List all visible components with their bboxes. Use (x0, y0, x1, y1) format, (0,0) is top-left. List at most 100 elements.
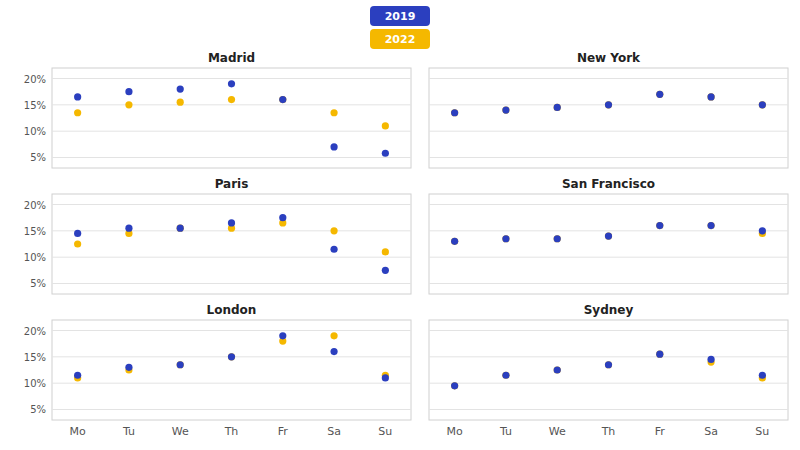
dot (656, 91, 663, 98)
dot (228, 96, 235, 103)
marks (74, 80, 389, 157)
panel-title: New York (577, 51, 641, 65)
grid-line (52, 204, 411, 205)
dot (279, 214, 286, 221)
x-tick-label: Fr (278, 425, 289, 438)
dot (74, 240, 81, 247)
chart: Madrid5%10%15%20%New YorkParis5%10%15%20… (0, 0, 800, 450)
marks (74, 214, 389, 274)
dot (125, 364, 132, 371)
grid-line (429, 283, 788, 284)
marks (451, 222, 766, 245)
grid-line (429, 257, 788, 258)
dot (74, 230, 81, 237)
y-tick-label: 10% (24, 378, 46, 389)
y-tick-label: 20% (24, 326, 46, 337)
dot (330, 227, 337, 234)
dot (502, 372, 509, 379)
dot (502, 107, 509, 114)
grid-line (52, 283, 411, 284)
dot (605, 361, 612, 368)
dot (228, 353, 235, 360)
dot (656, 351, 663, 358)
dot (382, 374, 389, 381)
dot (656, 222, 663, 229)
dot (330, 246, 337, 253)
dot (125, 88, 132, 95)
legend-swatch (370, 29, 430, 49)
marks (451, 351, 766, 390)
y-tick-label: 15% (24, 226, 46, 237)
dot (177, 361, 184, 368)
dot (707, 93, 714, 100)
dot (656, 222, 663, 229)
dot (228, 353, 235, 360)
panel-title: London (207, 303, 257, 317)
x-tick-label: Mo (447, 425, 463, 438)
dot (707, 222, 714, 229)
x-tick-label: Su (378, 425, 392, 438)
grid-line (52, 409, 411, 410)
x-tick-label: Fr (655, 425, 666, 438)
grid-line (52, 257, 411, 258)
dot (554, 235, 561, 242)
dot (451, 382, 458, 389)
dot (177, 361, 184, 368)
panel: New York (429, 51, 788, 168)
dot (382, 248, 389, 255)
dot (451, 109, 458, 116)
grid-line (429, 157, 788, 158)
dot (554, 366, 561, 373)
y-tick-label: 15% (24, 100, 46, 111)
dot (554, 104, 561, 111)
grid-line (429, 409, 788, 410)
dot (382, 122, 389, 129)
dot (759, 101, 766, 108)
legend-swatch (370, 6, 430, 26)
x-tick-label: We (549, 425, 566, 438)
dot (177, 99, 184, 106)
x-tick-label: Sa (704, 425, 718, 438)
legend: 2019 2022 (370, 6, 430, 49)
dot (707, 93, 714, 100)
dot (554, 235, 561, 242)
dot (656, 351, 663, 358)
dot (177, 225, 184, 232)
y-tick-label: 20% (24, 200, 46, 211)
dot (759, 372, 766, 379)
panel-title: San Francisco (562, 177, 655, 191)
panel: London5%10%15%20%MoTuWeThFrSaSu (24, 303, 411, 438)
dot (382, 150, 389, 157)
legend-label: 2022 (385, 33, 416, 46)
y-tick-label: 20% (24, 74, 46, 85)
dot (451, 238, 458, 245)
x-tick-label: Tu (122, 425, 135, 438)
grid-line (52, 157, 411, 158)
dot (74, 93, 81, 100)
marks (451, 91, 766, 117)
panel: Paris5%10%15%20% (24, 177, 411, 294)
dot (605, 101, 612, 108)
dot (228, 219, 235, 226)
legend-label: 2019 (385, 10, 416, 23)
x-tick-label: Th (601, 425, 616, 438)
dot (554, 366, 561, 373)
dot (707, 356, 714, 363)
y-tick-label: 15% (24, 352, 46, 363)
x-tick-label: Mo (70, 425, 86, 438)
grid-line (52, 131, 411, 132)
dot (605, 233, 612, 240)
y-tick-label: 10% (24, 252, 46, 263)
dot (759, 101, 766, 108)
dot (605, 101, 612, 108)
plot-frame (429, 68, 788, 168)
x-tick-label: Tu (499, 425, 512, 438)
x-tick-label: Su (755, 425, 769, 438)
dot (605, 361, 612, 368)
dot (330, 348, 337, 355)
dot (502, 235, 509, 242)
dot (279, 332, 286, 339)
grid-line (429, 204, 788, 205)
dot (177, 225, 184, 232)
plot-frame (429, 194, 788, 294)
